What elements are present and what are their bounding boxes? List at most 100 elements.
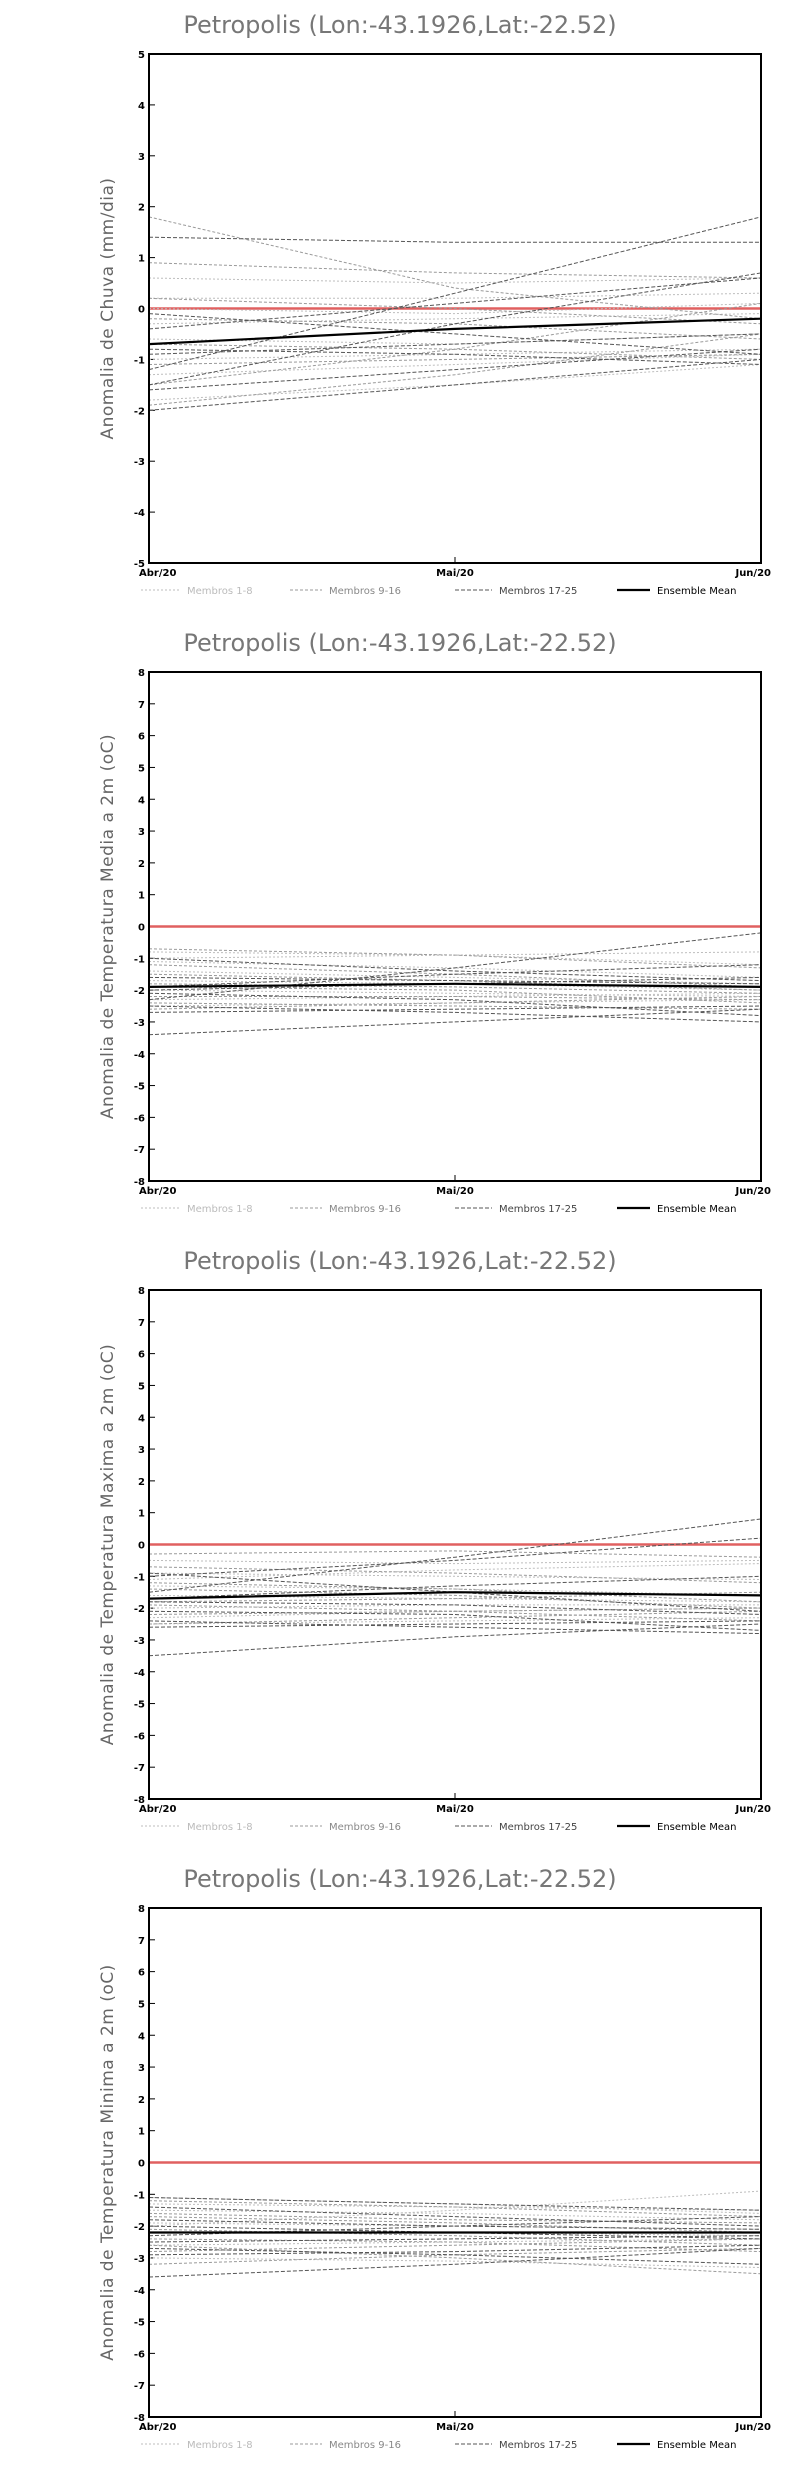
y-tick-label: 5: [138, 1381, 145, 1392]
member-series-line: [148, 951, 762, 966]
member-series-line: [148, 2219, 762, 2230]
member-series-line: [148, 1620, 762, 1628]
member-series-line: [148, 358, 762, 411]
legend-label: Membros 9-16: [329, 1204, 401, 1215]
x-tick-label: Mai/20: [436, 1186, 474, 1197]
x-tick-label: Jun/20: [734, 1804, 771, 1815]
y-tick-label: 1: [138, 891, 145, 902]
member-series-line: [148, 2257, 762, 2268]
member-series-line: [148, 1518, 762, 1593]
y-tick-label: -4: [134, 1668, 145, 1679]
x-tick-label: Jun/20: [734, 2422, 771, 2433]
member-series-line: [148, 2190, 762, 2227]
y-tick-label: 0: [138, 305, 145, 316]
y-tick-label: -6: [134, 1113, 145, 1124]
y-tick-label: -2: [134, 406, 145, 417]
y-tick-label: -5: [134, 1082, 145, 1093]
y-tick-label: 6: [138, 732, 145, 743]
ensemble-mean-line: [148, 1591, 762, 1600]
member-series-line: [148, 1575, 762, 1600]
member-series-line: [148, 297, 762, 325]
y-tick-label: -7: [134, 1145, 145, 1156]
plot-frame: [148, 53, 762, 564]
y-tick-label: -5: [134, 1700, 145, 1711]
x-tick-label: Abr/20: [139, 1804, 176, 1815]
member-series-line: [148, 932, 762, 1001]
member-series-line: [148, 348, 762, 365]
y-tick-label: 2: [138, 203, 145, 214]
member-series-line: [148, 1005, 762, 1023]
y-tick-label: 2: [138, 2095, 145, 2106]
member-series-line: [148, 970, 762, 985]
member-series-line: [148, 272, 762, 386]
member-series-line: [148, 1610, 762, 1631]
member-series-line: [148, 1601, 762, 1615]
chart-svg: Petropolis (Lon:-43.1926,Lat:-22.52) Anom…: [98, 1247, 771, 1833]
y-tick-label: -3: [134, 1018, 145, 1029]
y-tick-label: 5: [138, 763, 145, 774]
y-axis-label: Anomalia de Temperatura Minima a 2m (oC): [98, 1964, 118, 2361]
y-tick-label: 1: [138, 1509, 145, 1520]
member-series-line: [148, 1002, 762, 1010]
y-tick-label: -5: [134, 2318, 145, 2329]
chart-title: Petropolis (Lon:-43.1926,Lat:-22.52): [183, 1865, 616, 1893]
legend-label: Ensemble Mean: [657, 2440, 736, 2451]
legend-label: Membros 9-16: [329, 1822, 401, 1833]
member-series-line: [148, 1550, 762, 1558]
member-series-line: [149, 292, 762, 299]
y-tick-label: 4: [138, 2031, 145, 2042]
member-series-line: [148, 348, 762, 391]
legend-label: Membros 1-8: [187, 586, 253, 597]
member-series-line: [148, 1005, 762, 1013]
y-tick-label: -7: [134, 1763, 145, 1774]
member-series-line: [148, 216, 762, 371]
member-series-line: [148, 277, 762, 284]
legend-label: Membros 17-25: [499, 1822, 577, 1833]
y-tick-label: 6: [138, 1968, 145, 1979]
x-tick-label: Jun/20: [734, 1186, 771, 1197]
y-tick-label: 3: [138, 1445, 145, 1456]
y-tick-label: -1: [134, 355, 145, 366]
member-series-line: [148, 333, 762, 406]
member-series-line: [148, 2216, 762, 2233]
ensemble-mean-line: [148, 317, 762, 346]
y-tick-label: 4: [138, 795, 145, 806]
y-tick-label: -1: [134, 954, 145, 965]
y-tick-label: 0: [138, 923, 145, 934]
y-tick-label: 1: [138, 254, 145, 265]
x-tick-label: Abr/20: [139, 2422, 176, 2433]
y-tick-label: -8: [134, 1795, 145, 1806]
plot-frame: [148, 1289, 762, 1800]
y-tick-label: -4: [134, 1050, 145, 1061]
member-series-line: [148, 948, 762, 969]
member-series-line: [148, 2206, 762, 2227]
member-series-line: [148, 1537, 762, 1577]
member-series-line: [148, 992, 762, 1017]
chart-title: Petropolis (Lon:-43.1926,Lat:-22.52): [183, 1247, 616, 1275]
y-tick-label: 3: [138, 2063, 145, 2074]
y-tick-label: -2: [134, 986, 145, 997]
plot-frame: [148, 671, 762, 1182]
y-tick-label: 3: [138, 152, 145, 163]
y-tick-label: 4: [138, 101, 145, 112]
legend-label: Membros 17-25: [499, 586, 577, 597]
member-series-line: [148, 353, 762, 365]
x-tick-label: Abr/20: [139, 1186, 176, 1197]
x-tick-label: Mai/20: [436, 568, 474, 579]
y-axis-label: Anomalia de Chuva (mm/dia): [98, 177, 118, 439]
y-tick-label: 7: [138, 1318, 145, 1329]
member-series-line: [148, 1566, 762, 1584]
chart-svg: Petropolis (Lon:-43.1926,Lat:-22.52) Anom…: [98, 11, 771, 597]
member-series-line: [148, 2238, 762, 2253]
x-tick-label: Mai/20: [436, 1804, 474, 1815]
y-axis-label: Anomalia de Temperatura Maxima a 2m (oC): [98, 1344, 118, 1746]
legend-label: Membros 17-25: [499, 1204, 577, 1215]
member-series-line: [148, 957, 762, 982]
chart-panel-1: Petropolis (Lon:-43.1926,Lat:-22.52) Anom…: [0, 0, 800, 618]
x-tick-label: Abr/20: [139, 568, 176, 579]
member-series-line: [148, 2247, 762, 2265]
y-tick-label: 8: [138, 1904, 145, 1915]
y-tick-label: 1: [138, 2127, 145, 2138]
chart-panel-4: Petropolis (Lon:-43.1926,Lat:-22.52) Anom…: [0, 1854, 800, 2472]
y-tick-label: -2: [134, 1604, 145, 1615]
